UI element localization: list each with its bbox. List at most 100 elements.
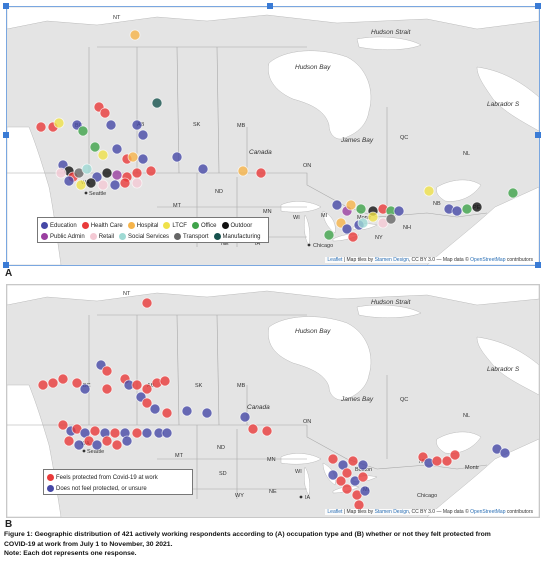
response-dot-public-admin[interactable]	[111, 169, 123, 181]
response-dot-protected[interactable]	[111, 439, 123, 451]
stamen-link[interactable]: Stamen Design	[374, 509, 409, 515]
response-dot-education[interactable]	[111, 143, 123, 155]
response-dot-hospital[interactable]	[345, 199, 357, 211]
osm-link[interactable]: OpenStreetMap	[470, 257, 506, 263]
response-dot-education[interactable]	[63, 175, 75, 187]
response-dot-not-protected[interactable]	[181, 405, 193, 417]
response-dot-protected[interactable]	[141, 297, 153, 309]
response-dot-ltcf[interactable]	[97, 149, 109, 161]
response-dot-not-protected[interactable]	[91, 439, 103, 451]
response-dot-education[interactable]	[171, 151, 183, 163]
response-dot-education[interactable]	[109, 179, 121, 191]
response-dot-hospital[interactable]	[127, 151, 139, 163]
response-dot-protected[interactable]	[347, 455, 359, 467]
response-dot-outdoor[interactable]	[471, 201, 483, 213]
response-dot-protected[interactable]	[131, 379, 143, 391]
response-dot-ltcf[interactable]	[423, 185, 435, 197]
response-dot-retail[interactable]	[97, 179, 109, 191]
response-dot-protected[interactable]	[141, 383, 153, 395]
response-dot-health-care[interactable]	[255, 167, 267, 179]
response-dot-protected[interactable]	[63, 435, 75, 447]
response-dot-health-care[interactable]	[119, 177, 131, 189]
response-dot-not-protected[interactable]	[79, 383, 91, 395]
response-dot-outdoor[interactable]	[101, 167, 113, 179]
response-dot-not-protected[interactable]	[357, 459, 369, 471]
response-dot-protected[interactable]	[57, 419, 69, 431]
response-dot-protected[interactable]	[441, 455, 453, 467]
response-dot-health-care[interactable]	[35, 121, 47, 133]
response-dot-education[interactable]	[131, 119, 143, 131]
response-dot-not-protected[interactable]	[141, 427, 153, 439]
selection-handle[interactable]	[535, 132, 541, 138]
response-dot-education[interactable]	[331, 199, 343, 211]
response-dot-not-protected[interactable]	[149, 403, 161, 415]
response-dot-not-protected[interactable]	[201, 407, 213, 419]
response-dot-protected[interactable]	[335, 475, 347, 487]
response-dot-health-care[interactable]	[145, 165, 157, 177]
leaflet-link[interactable]: Leaflet	[327, 257, 343, 263]
response-dot-transport[interactable]	[385, 213, 397, 225]
osm-link[interactable]: OpenStreetMap	[470, 509, 506, 515]
response-dot-protected[interactable]	[327, 453, 339, 465]
response-dot-ltcf[interactable]	[367, 211, 379, 223]
selection-handle[interactable]	[3, 132, 9, 138]
response-dot-not-protected[interactable]	[499, 447, 511, 459]
response-dot-protected[interactable]	[159, 375, 171, 387]
response-dot-protected[interactable]	[71, 377, 83, 389]
response-dot-protected[interactable]	[449, 449, 461, 461]
response-dot-not-protected[interactable]	[327, 469, 339, 481]
response-dot-protected[interactable]	[247, 423, 259, 435]
selection-handle[interactable]	[3, 3, 9, 9]
response-dot-protected[interactable]	[341, 467, 353, 479]
stamen-link[interactable]: Stamen Design	[374, 257, 409, 263]
response-dot-outdoor[interactable]	[85, 177, 97, 189]
response-dot-health-care[interactable]	[99, 107, 111, 119]
response-dot-protected[interactable]	[89, 425, 101, 437]
response-dot-not-protected[interactable]	[359, 485, 371, 497]
response-dot-protected[interactable]	[357, 471, 369, 483]
response-dot-health-care[interactable]	[131, 167, 143, 179]
response-dot-not-protected[interactable]	[161, 427, 173, 439]
response-dot-ltcf[interactable]	[75, 179, 87, 191]
response-dot-hospital[interactable]	[129, 29, 141, 41]
response-dot-ltcf[interactable]	[53, 117, 65, 129]
response-dot-education[interactable]	[137, 129, 149, 141]
response-dot-education[interactable]	[197, 163, 209, 175]
response-dot-retail[interactable]	[55, 167, 67, 179]
response-dot-protected[interactable]	[101, 435, 113, 447]
selection-handle[interactable]	[535, 3, 541, 9]
response-dot-protected[interactable]	[101, 365, 113, 377]
response-dot-education[interactable]	[137, 153, 149, 165]
selection-handle[interactable]	[267, 3, 273, 9]
response-dot-office[interactable]	[507, 187, 519, 199]
response-dot-education[interactable]	[105, 119, 117, 131]
response-dot-protected[interactable]	[141, 397, 153, 409]
response-dot-education[interactable]	[341, 223, 353, 235]
response-dot-health-care[interactable]	[347, 231, 359, 243]
response-dot-education[interactable]	[393, 205, 405, 217]
response-dot-protected[interactable]	[431, 455, 443, 467]
response-dot-protected[interactable]	[57, 373, 69, 385]
response-dot-office[interactable]	[89, 141, 101, 153]
response-dot-not-protected[interactable]	[73, 439, 85, 451]
selection-handle[interactable]	[535, 262, 541, 268]
response-dot-not-protected[interactable]	[239, 411, 251, 423]
response-dot-protected[interactable]	[341, 483, 353, 495]
response-dot-office[interactable]	[461, 203, 473, 215]
response-dot-protected[interactable]	[101, 383, 113, 395]
response-dot-office[interactable]	[323, 229, 335, 241]
response-dot-education[interactable]	[451, 205, 463, 217]
response-dot-social-services[interactable]	[357, 217, 369, 229]
response-dot-protected[interactable]	[161, 407, 173, 419]
response-dot-office[interactable]	[355, 203, 367, 215]
response-dot-hospital[interactable]	[237, 165, 249, 177]
leaflet-link[interactable]: Leaflet	[327, 509, 343, 515]
response-dot-protected[interactable]	[37, 379, 49, 391]
selection-handle[interactable]	[3, 262, 9, 268]
response-dot-protected[interactable]	[131, 427, 143, 439]
response-dot-office[interactable]	[77, 125, 89, 137]
response-dot-protected[interactable]	[47, 377, 59, 389]
response-dot-manufacturing[interactable]	[151, 97, 163, 109]
